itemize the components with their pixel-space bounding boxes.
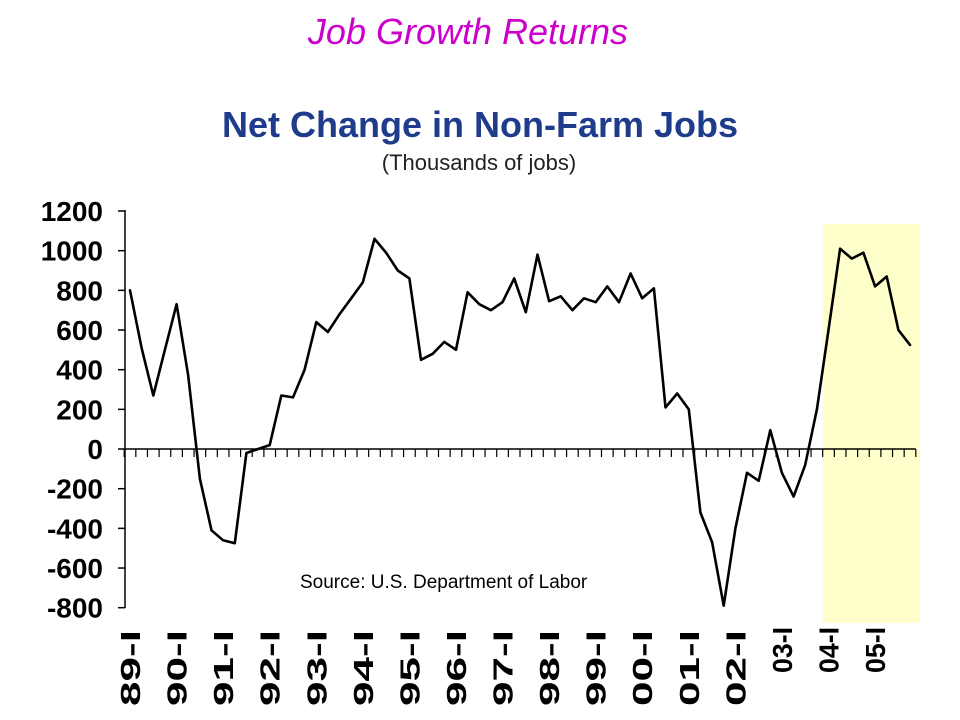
chart-subtitle: (Thousands of jobs) — [381, 150, 577, 175]
y-tick-label: -800 — [47, 593, 103, 624]
x-tick-label: 93-I — [301, 630, 332, 706]
x-tick-label: 90-I — [162, 630, 193, 706]
source-annotation: Source: U.S. Department of Labor — [300, 572, 588, 593]
series-line — [128, 237, 912, 607]
x-tick-label: 97-I — [488, 630, 519, 706]
y-tick-label: 400 — [56, 355, 103, 386]
y-tick-label: 200 — [56, 394, 103, 425]
y-tick-label: 1000 — [41, 236, 103, 267]
x-tick-label: 96-I — [441, 630, 472, 706]
x-tick-label: 99-I — [581, 630, 612, 706]
x-tick-label: 02-I — [720, 630, 751, 706]
x-tick-label: 05-I — [860, 627, 891, 673]
y-tick-label: 0 — [87, 434, 103, 465]
x-tick-label: 03-I — [767, 627, 798, 673]
y-tick-label: -200 — [47, 474, 103, 505]
chart-title: Net Change in Non-Farm Jobs — [221, 104, 739, 145]
x-tick-label: 04-I — [814, 627, 845, 673]
y-tick-label: 800 — [56, 275, 103, 306]
y-tick-label: 1200 — [41, 196, 103, 227]
x-tick-label: 89-I — [115, 630, 146, 706]
x-axis-labels: 89-I 90-I 91-I 92-I 93-I 94-I 95-I 96-I 97-I 98-I… — [115, 627, 891, 706]
x-tick-label: 94-I — [348, 630, 379, 706]
y-axis-labels: 1200 1000 800 600 400 200 0 -200 -400 -600 -800 — [41, 196, 103, 624]
y-tick-label: -600 — [47, 553, 103, 584]
x-tick-label: 00-I — [627, 630, 658, 706]
highlight-band — [822, 224, 920, 623]
y-tick-label: 600 — [56, 315, 103, 346]
x-tick-label: 91-I — [208, 630, 239, 706]
x-tick-label: 98-I — [534, 630, 565, 706]
x-tick-label: 92-I — [255, 630, 286, 706]
x-tick-label: 95-I — [394, 630, 425, 706]
x-tick-label: 01-I — [674, 630, 705, 706]
x-axis-ticks — [123, 449, 917, 458]
slide-title: Job Growth Returns — [307, 11, 629, 52]
y-axis-ticks — [118, 210, 125, 609]
y-tick-label: -400 — [47, 513, 103, 544]
